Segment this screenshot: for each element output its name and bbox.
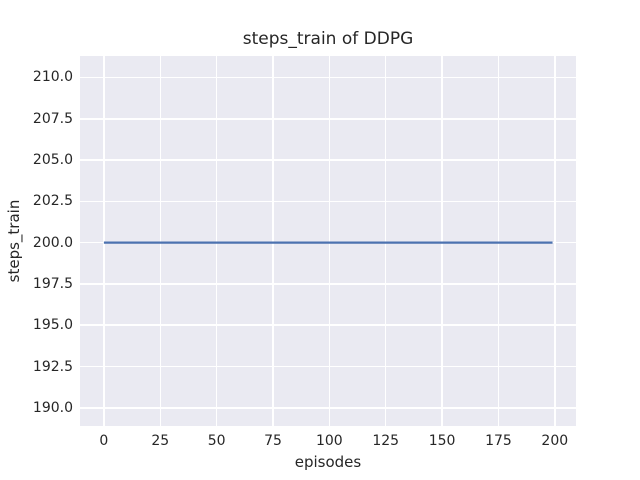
line-series-layer: [103, 241, 553, 244]
y-tick-label: 202.5: [32, 193, 73, 210]
y-tick-label: 210.0: [32, 69, 73, 86]
gridline-vertical: [159, 56, 161, 426]
x-axis-label: episodes: [294, 453, 362, 471]
gridline-vertical: [328, 56, 331, 426]
gridline-vertical: [384, 56, 387, 426]
gridline-horizontal: [80, 200, 576, 203]
gridline-horizontal: [80, 407, 576, 409]
y-tick-label: 192.5: [32, 358, 73, 375]
x-tick-label: 200: [541, 433, 569, 449]
y-tick-label: 205.0: [32, 152, 73, 169]
x-tick-label: 175: [485, 433, 512, 449]
gridline-vertical: [554, 56, 556, 426]
chart-title: steps_train of DDPG: [242, 29, 414, 49]
gridline-vertical: [103, 56, 105, 426]
y-tick-label: 190.0: [32, 399, 73, 416]
x-tick-label: 150: [428, 433, 456, 449]
plot-area: [80, 56, 576, 426]
x-tick-label: 0: [99, 433, 109, 449]
x-tick-label: 50: [207, 433, 226, 449]
gridline-horizontal: [80, 76, 576, 79]
gridline-vertical: [272, 56, 274, 426]
gridline-horizontal: [80, 283, 576, 285]
y-tick-label: 200.0: [32, 234, 73, 251]
x-tick-label: 25: [151, 433, 170, 449]
gridline-horizontal: [80, 324, 576, 326]
gridline-vertical: [497, 56, 500, 426]
y-tick-label: 195.0: [32, 317, 73, 334]
y-tick-label: 207.5: [32, 110, 73, 127]
gridline-horizontal: [80, 365, 576, 368]
gridline-vertical: [441, 56, 443, 426]
gridline-vertical: [215, 56, 218, 426]
y-tick-label: 197.5: [32, 275, 73, 292]
x-tick-label: 125: [372, 433, 400, 449]
x-tick-label: 75: [264, 433, 282, 449]
gridline-horizontal: [80, 159, 576, 161]
x-tick-label: 100: [315, 433, 343, 449]
gridline-horizontal: [80, 118, 576, 120]
